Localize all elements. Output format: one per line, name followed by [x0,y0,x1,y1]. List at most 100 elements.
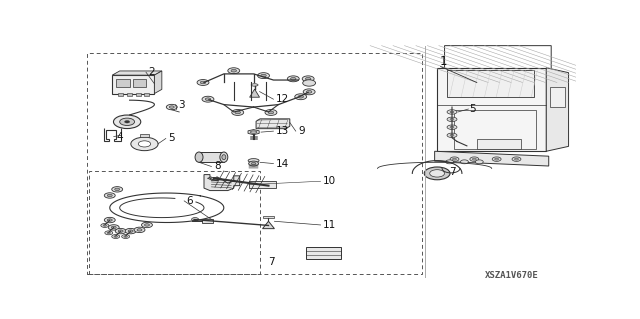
Ellipse shape [122,234,129,239]
Ellipse shape [265,109,277,115]
Bar [116,79,129,87]
Ellipse shape [114,236,118,237]
Ellipse shape [495,158,499,160]
Bar [447,70,534,97]
Ellipse shape [108,219,112,221]
Polygon shape [154,71,162,93]
Ellipse shape [108,225,119,230]
Ellipse shape [450,111,454,113]
Ellipse shape [120,118,134,125]
Ellipse shape [128,230,133,232]
Polygon shape [262,221,275,229]
Ellipse shape [248,161,259,166]
Ellipse shape [302,76,314,82]
Ellipse shape [137,229,142,231]
Ellipse shape [205,98,211,100]
Bar [249,181,276,188]
Ellipse shape [298,95,303,98]
Bar [199,152,224,162]
Ellipse shape [295,94,307,100]
Polygon shape [256,119,290,129]
Ellipse shape [138,141,150,147]
Ellipse shape [492,157,501,161]
Ellipse shape [134,227,145,233]
Ellipse shape [460,160,468,164]
Ellipse shape [222,155,226,160]
Bar [477,139,522,149]
Ellipse shape [303,80,316,86]
Polygon shape [140,134,150,137]
Ellipse shape [305,78,311,80]
Ellipse shape [235,111,241,114]
Ellipse shape [104,193,115,198]
Ellipse shape [103,225,106,226]
Ellipse shape [291,78,296,80]
Text: 1: 1 [440,55,447,68]
Text: 6: 6 [187,196,193,206]
Ellipse shape [248,159,259,163]
Ellipse shape [169,106,174,108]
Ellipse shape [447,133,457,137]
Ellipse shape [131,137,158,151]
Ellipse shape [125,121,129,123]
Text: 8: 8 [214,161,221,172]
Ellipse shape [450,134,454,136]
Ellipse shape [115,228,126,234]
Ellipse shape [112,187,123,192]
Bar [118,93,123,95]
Ellipse shape [101,224,109,227]
Polygon shape [204,174,240,190]
Ellipse shape [107,232,111,234]
Ellipse shape [220,152,228,162]
Text: 12: 12 [276,94,289,104]
Ellipse shape [145,224,150,226]
Text: 14: 14 [276,159,289,168]
Bar [454,109,536,149]
Polygon shape [547,68,568,151]
Ellipse shape [105,231,113,235]
Ellipse shape [470,157,479,161]
Text: 7: 7 [269,257,275,267]
Ellipse shape [450,157,459,161]
Ellipse shape [195,152,203,162]
Text: 7: 7 [449,167,455,177]
Ellipse shape [104,217,115,223]
Text: 13: 13 [276,126,289,136]
Ellipse shape [268,111,274,114]
Ellipse shape [515,158,518,160]
Bar [262,216,275,218]
Text: 5: 5 [168,133,175,144]
Ellipse shape [303,89,315,95]
Text: XSZA1V670E: XSZA1V670E [484,271,538,280]
Ellipse shape [124,236,127,237]
Ellipse shape [424,167,450,180]
Ellipse shape [429,170,445,177]
Ellipse shape [260,74,266,77]
Ellipse shape [197,79,209,85]
Ellipse shape [166,104,177,110]
Polygon shape [112,71,162,75]
Ellipse shape [287,76,300,82]
Ellipse shape [476,160,483,164]
Ellipse shape [112,234,120,239]
Text: 5: 5 [469,104,476,114]
Bar [112,75,154,93]
Ellipse shape [232,109,244,115]
Polygon shape [437,68,547,151]
Ellipse shape [113,115,141,129]
Ellipse shape [108,194,112,197]
Ellipse shape [450,118,454,120]
Ellipse shape [115,188,120,190]
Ellipse shape [452,158,456,160]
Ellipse shape [307,91,312,93]
Ellipse shape [250,131,257,133]
Ellipse shape [228,68,240,74]
Polygon shape [248,130,259,135]
Ellipse shape [231,69,237,72]
Ellipse shape [447,125,457,130]
Ellipse shape [118,230,123,232]
Ellipse shape [450,126,454,128]
Ellipse shape [125,228,136,234]
Text: 2: 2 [148,67,155,77]
Ellipse shape [445,160,454,164]
